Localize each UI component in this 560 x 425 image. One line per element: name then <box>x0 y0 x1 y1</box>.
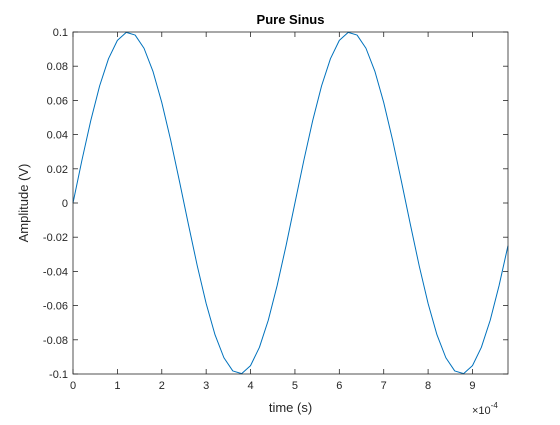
y-tick-label: -0.08 <box>43 335 68 347</box>
x-tick-label: 5 <box>292 380 298 392</box>
x-tick-label: 1 <box>114 380 120 392</box>
y-tick-label: 0.04 <box>47 130 68 142</box>
x-tick-label: 6 <box>336 380 342 392</box>
x-tick-label: 9 <box>469 380 475 392</box>
x-axis-label: time (s) <box>269 400 312 415</box>
y-tick-label: -0.04 <box>43 266 68 278</box>
y-tick-label: 0 <box>62 198 68 210</box>
y-tick-label: -0.02 <box>43 232 68 244</box>
y-axis-ticks: 0.1 0.08 0.06 0.04 0.02 0 -0.02 -0.04 -0.06 -0.08… <box>43 27 508 381</box>
sine-series-line <box>72 31 509 375</box>
plot-area <box>72 31 509 375</box>
y-tick-label: -0.1 <box>49 369 68 381</box>
x-tick-label: 3 <box>203 380 209 392</box>
chart-title: Pure Sinus <box>257 12 325 27</box>
y-axis-label: Amplitude (V) <box>16 164 31 243</box>
x-tick-label: 2 <box>159 380 165 392</box>
x-axis-exponent-base: ×10 <box>472 405 491 417</box>
x-axis-exponent: ×10-4 <box>472 401 498 417</box>
y-tick-label: -0.06 <box>43 301 68 313</box>
x-tick-label: 0 <box>70 380 76 392</box>
x-axis-ticks: 0 1 2 3 4 5 6 7 8 9 <box>70 32 476 392</box>
y-tick-label: 0.02 <box>47 164 68 176</box>
x-tick-label: 4 <box>247 380 253 392</box>
x-axis-exponent-power: -4 <box>491 401 499 410</box>
x-tick-label: 7 <box>381 380 387 392</box>
plot-background <box>73 32 508 374</box>
y-tick-label: 0.1 <box>53 27 68 39</box>
y-tick-label: 0.08 <box>47 61 68 73</box>
x-tick-label: 8 <box>425 380 431 392</box>
y-tick-label: 0.06 <box>47 95 68 107</box>
